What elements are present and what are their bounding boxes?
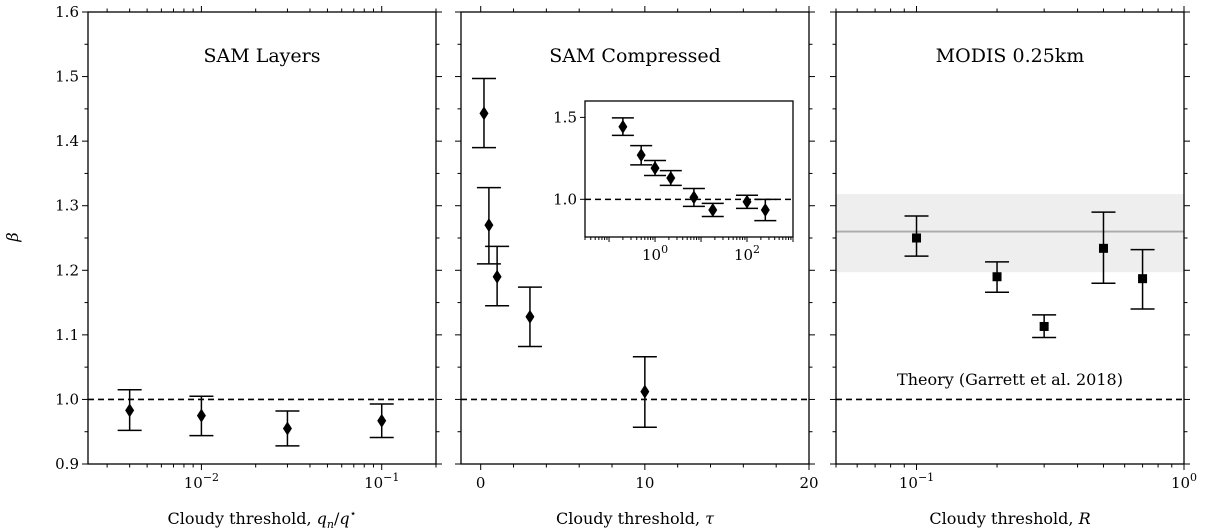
inset-y-tick-label: 1.0 <box>553 190 577 208</box>
x-tick-label: 10 <box>635 474 654 492</box>
data-point-3 <box>377 413 387 428</box>
inset-y-tick-label: 1.5 <box>553 108 577 126</box>
panel-sam-layers: SAM Layers Cloudy threshold, qn/q⋆ β 0.9… <box>3 3 442 531</box>
panel-title-modis: MODIS 0.25km <box>936 45 1085 67</box>
x-axis-label-sam-layers: Cloudy threshold, qn/q⋆ <box>167 507 356 531</box>
x-tick-label: 10−1 <box>899 471 934 492</box>
uncertainty-band <box>836 194 1184 273</box>
y-tick-label: 1.2 <box>55 261 79 279</box>
inset-frame <box>584 100 794 238</box>
data-points-modis <box>904 211 1155 339</box>
panel-sam-compressed: SAM Compressed Cloudy threshold, τ 1.01.… <box>455 6 819 528</box>
x-ticks-sam-layers: 10−2 10−1 <box>106 6 437 492</box>
inset-x-tick-label: 102 <box>734 243 760 264</box>
data-point-4 <box>640 384 650 399</box>
data-point-2 <box>650 161 660 176</box>
data-point-3 <box>666 171 676 186</box>
data-point-1 <box>484 218 494 233</box>
data-point-2 <box>492 269 502 284</box>
data-point-1 <box>196 408 206 423</box>
theory-annotation: Theory (Garrett et al. 2018) <box>897 370 1123 389</box>
y-tick-label: 1.6 <box>55 3 79 21</box>
y-axis-label: β <box>3 232 22 242</box>
y-tick-label: 1.5 <box>55 68 79 86</box>
y-tick-label: 1.1 <box>55 326 79 344</box>
inset-chart: 1.0 1.5 100 102 <box>553 100 794 264</box>
data-point-1 <box>636 148 646 163</box>
data-point-2 <box>282 421 292 436</box>
y-tick-label: 0.9 <box>55 455 79 473</box>
data-point-0 <box>479 106 489 121</box>
y-ticks-sam-layers: 0.9 1.0 1.1 1.2 1.3 1.4 1.5 1.6 <box>55 3 442 473</box>
panel-title-sam-compressed: SAM Compressed <box>549 45 721 67</box>
y-ticks-sam-compressed <box>455 11 815 465</box>
data-point-1 <box>992 272 1002 282</box>
x-axis-label-sam-compressed: Cloudy threshold, τ <box>556 509 715 528</box>
data-point-7 <box>760 202 770 217</box>
y-ticks-modis <box>830 11 1190 465</box>
inset-y-ticks: 1.0 1.5 <box>553 108 585 208</box>
data-points-sam-layers <box>117 388 394 447</box>
x-tick-label: 10−2 <box>184 471 219 492</box>
panel-title-sam-layers: SAM Layers <box>204 45 321 67</box>
x-tick-label: 100 <box>1171 471 1197 492</box>
x-tick-label: 0 <box>476 474 486 492</box>
x-ticks-modis: 10−1 100 <box>835 6 1197 492</box>
x-axis-label-modis: Cloudy threshold, R <box>929 509 1090 528</box>
inset-x-ticks: 100 102 <box>584 237 794 264</box>
data-point-5 <box>708 202 718 217</box>
data-point-0 <box>912 233 922 243</box>
plot-frame-sam-compressed <box>460 11 810 465</box>
inset-background <box>585 101 793 237</box>
panel-modis: MODIS 0.25km Cloudy threshold, R Theory … <box>830 6 1197 528</box>
data-point-3 <box>525 309 535 324</box>
data-points-sam-compressed <box>471 77 657 428</box>
plot-frame-sam-layers <box>87 11 437 465</box>
inset-data-points <box>611 117 777 222</box>
data-point-4 <box>1138 274 1148 284</box>
x-tick-label: 20 <box>799 474 818 492</box>
y-tick-label: 1.3 <box>55 197 79 215</box>
y-tick-label: 1.0 <box>55 390 79 408</box>
x-tick-label: 10−1 <box>364 471 399 492</box>
data-point-0 <box>125 403 135 418</box>
x-ticks-sam-compressed: 0 10 20 <box>476 6 819 492</box>
data-point-6 <box>742 194 752 209</box>
data-point-3 <box>1098 243 1108 253</box>
data-point-0 <box>618 119 628 134</box>
data-point-4 <box>689 190 699 205</box>
data-point-2 <box>1039 321 1049 331</box>
y-tick-label: 1.4 <box>55 132 79 150</box>
inset-x-tick-label: 100 <box>642 243 668 264</box>
